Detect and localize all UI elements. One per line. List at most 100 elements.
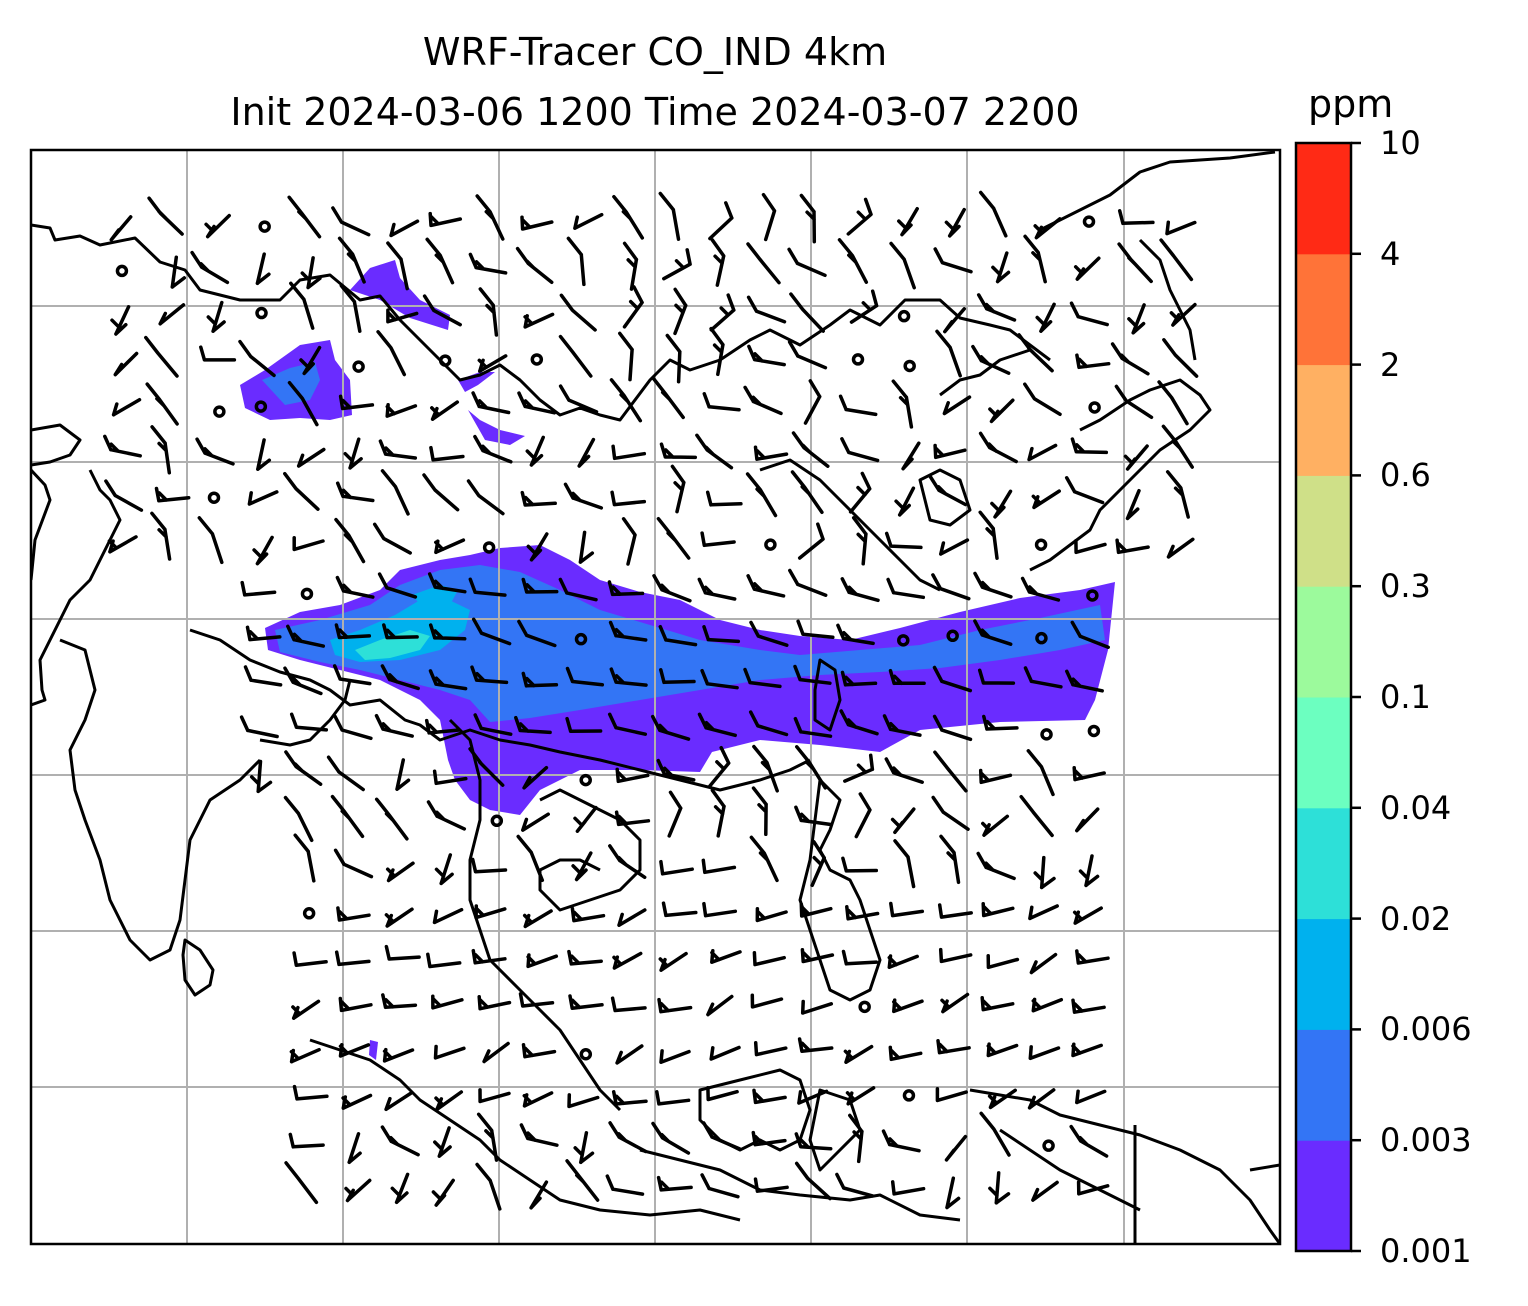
- wind-barb: [931, 573, 971, 601]
- wind-barb: [427, 572, 467, 594]
- wind-barb: [971, 344, 1011, 375]
- wind-barb: [109, 215, 133, 242]
- wind-barb: [1029, 952, 1058, 975]
- wind-barb: [1165, 470, 1190, 519]
- wind-barb: [150, 511, 172, 561]
- wind-barb: [334, 517, 366, 564]
- wind-barb: [333, 714, 373, 741]
- wind-barb: [434, 1090, 464, 1112]
- colorbar-tick-label: 0.1: [1380, 678, 1431, 716]
- wind-barb: [344, 1178, 372, 1203]
- wind-barb: [848, 1113, 864, 1164]
- wind-barb: [522, 765, 549, 790]
- colorbar-tick-label: 0.6: [1380, 456, 1431, 495]
- wind-barb: [390, 1172, 410, 1205]
- wind-barb: [428, 669, 468, 691]
- wind-barb: [667, 790, 683, 838]
- plume-small-c: [369, 1040, 378, 1060]
- wind-barb: [565, 1159, 600, 1202]
- wind-barb: [608, 844, 647, 880]
- wind-barb: [113, 351, 139, 377]
- colorbar-segment: [1296, 586, 1351, 698]
- wind-barb: [287, 380, 319, 427]
- wind-barb: [111, 397, 142, 417]
- wind-barb: [935, 1087, 968, 1103]
- wind-barb: [609, 667, 648, 687]
- wind-barb: [794, 805, 833, 827]
- wind-barb: [330, 794, 365, 839]
- wind-barb: [659, 668, 696, 685]
- wind-barb: [982, 714, 1019, 731]
- wind-barb: [255, 252, 271, 286]
- wind-barb: [841, 856, 879, 873]
- wind-barb: [608, 1121, 648, 1154]
- colorbar-segment: [1296, 364, 1351, 476]
- wind-barb: [700, 668, 739, 690]
- wind-barb: [563, 482, 604, 510]
- wind-barb: [1166, 537, 1195, 559]
- wind-barb: [651, 376, 685, 420]
- wind-barb: [743, 385, 783, 416]
- calm-wind-marker: [897, 634, 910, 647]
- wind-barb: [378, 439, 418, 460]
- calm-wind-marker: [574, 632, 588, 646]
- wind-barb: [1157, 380, 1189, 426]
- wind-barb: [289, 1047, 321, 1064]
- wind-barb: [889, 901, 925, 918]
- wind-barb: [799, 193, 817, 244]
- wind-barb: [743, 667, 782, 689]
- wind-barb: [333, 848, 374, 879]
- wind-barb: [749, 835, 779, 883]
- wind-barb: [610, 996, 647, 1013]
- wind-barb: [566, 236, 586, 287]
- wind-barb: [840, 437, 880, 463]
- wind-barb: [1027, 1088, 1056, 1110]
- colorbar-tick-label: 4: [1380, 234, 1401, 273]
- wind-barb: [748, 710, 789, 737]
- wind-barb: [799, 902, 833, 918]
- wind-barb: [650, 714, 691, 741]
- wind-barb: [565, 666, 605, 687]
- wind-barb: [615, 1044, 644, 1065]
- wind-barb: [573, 212, 604, 230]
- wind-barb: [655, 1090, 691, 1106]
- calm-wind-marker: [1034, 538, 1048, 551]
- wind-barb: [702, 901, 738, 918]
- wind-barb: [710, 788, 726, 838]
- wind-barb: [793, 716, 833, 738]
- wind-barb: [788, 568, 828, 597]
- wind-barb: [470, 857, 508, 874]
- wind-barb: [978, 431, 1018, 464]
- wind-barb: [1065, 669, 1104, 693]
- wind-barb: [794, 1161, 832, 1201]
- wind-barb: [1165, 220, 1197, 236]
- wind-barb: [431, 1178, 455, 1207]
- wind-barb: [745, 472, 778, 518]
- wind-barb: [1110, 342, 1150, 376]
- wind-barb: [386, 241, 409, 291]
- wind-barb: [790, 470, 824, 515]
- wind-barb: [611, 1090, 648, 1106]
- wind-barb: [468, 747, 505, 787]
- wind-barb: [522, 1091, 554, 1108]
- wind-barb: [670, 464, 686, 514]
- wind-barb: [426, 952, 462, 969]
- wind-barb: [380, 469, 410, 516]
- wind-barb: [432, 907, 464, 925]
- wind-barb: [526, 953, 559, 969]
- wind-barb: [475, 194, 505, 241]
- wind-barb: [289, 712, 329, 732]
- wind-barb: [249, 759, 273, 794]
- wind-barb: [1023, 234, 1047, 284]
- wind-barb: [991, 251, 1011, 284]
- calm-wind-marker: [213, 405, 226, 418]
- calm-wind-marker: [897, 309, 911, 323]
- wind-barb: [422, 294, 462, 327]
- wind-barb: [1159, 238, 1194, 282]
- wind-barb: [292, 536, 325, 552]
- colorbar-segment: [1296, 253, 1351, 366]
- wind-barb: [979, 1111, 1011, 1157]
- calm-wind-marker: [352, 360, 365, 373]
- wind-barb: [287, 195, 322, 239]
- wind-barb: [299, 345, 322, 376]
